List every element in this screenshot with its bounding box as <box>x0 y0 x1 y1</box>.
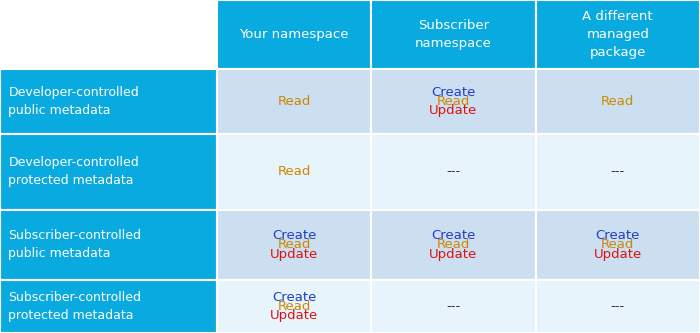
Bar <box>217 134 371 210</box>
Text: Subscriber-controlled
public metadata: Subscriber-controlled public metadata <box>8 229 141 260</box>
Bar <box>371 210 536 280</box>
Text: ---: --- <box>610 300 625 313</box>
Text: Read: Read <box>437 238 470 251</box>
Text: Read: Read <box>277 238 311 251</box>
Bar <box>536 280 700 333</box>
Text: Read: Read <box>601 238 634 251</box>
Text: Update: Update <box>429 247 477 261</box>
Text: Developer-controlled
public metadata: Developer-controlled public metadata <box>8 86 139 117</box>
Text: Read: Read <box>277 166 311 178</box>
Text: Update: Update <box>270 247 318 261</box>
Bar <box>536 134 700 210</box>
Bar <box>0 280 217 333</box>
Text: Read: Read <box>277 300 311 313</box>
Bar <box>0 69 217 134</box>
Bar <box>0 134 217 210</box>
Bar <box>536 69 700 134</box>
Text: Create: Create <box>431 229 475 242</box>
Bar <box>0 210 217 280</box>
Bar <box>371 280 536 333</box>
Bar <box>217 69 371 134</box>
Bar <box>217 0 371 69</box>
Text: Subscriber
namespace: Subscriber namespace <box>415 19 491 50</box>
Text: ---: --- <box>446 166 461 178</box>
Text: Update: Update <box>429 104 477 118</box>
Text: Create: Create <box>431 86 475 99</box>
Text: Update: Update <box>270 309 318 322</box>
Bar <box>371 69 536 134</box>
Bar <box>536 210 700 280</box>
Text: Update: Update <box>594 247 642 261</box>
Text: Read: Read <box>437 95 470 108</box>
Bar <box>217 280 371 333</box>
Text: Read: Read <box>277 95 311 108</box>
Text: Create: Create <box>596 229 640 242</box>
Text: Create: Create <box>272 290 316 304</box>
Text: ---: --- <box>446 300 461 313</box>
Text: A different
managed
package: A different managed package <box>582 10 653 59</box>
Text: Read: Read <box>601 95 634 108</box>
Text: Developer-controlled
protected metadata: Developer-controlled protected metadata <box>8 157 139 187</box>
Text: Subscriber-controlled
protected metadata: Subscriber-controlled protected metadata <box>8 291 141 322</box>
Bar <box>371 0 536 69</box>
Bar <box>536 0 700 69</box>
Text: ---: --- <box>610 166 625 178</box>
Text: Create: Create <box>272 229 316 242</box>
Bar <box>217 210 371 280</box>
Text: Your namespace: Your namespace <box>239 28 349 41</box>
Bar <box>371 134 536 210</box>
Bar <box>0 0 217 69</box>
